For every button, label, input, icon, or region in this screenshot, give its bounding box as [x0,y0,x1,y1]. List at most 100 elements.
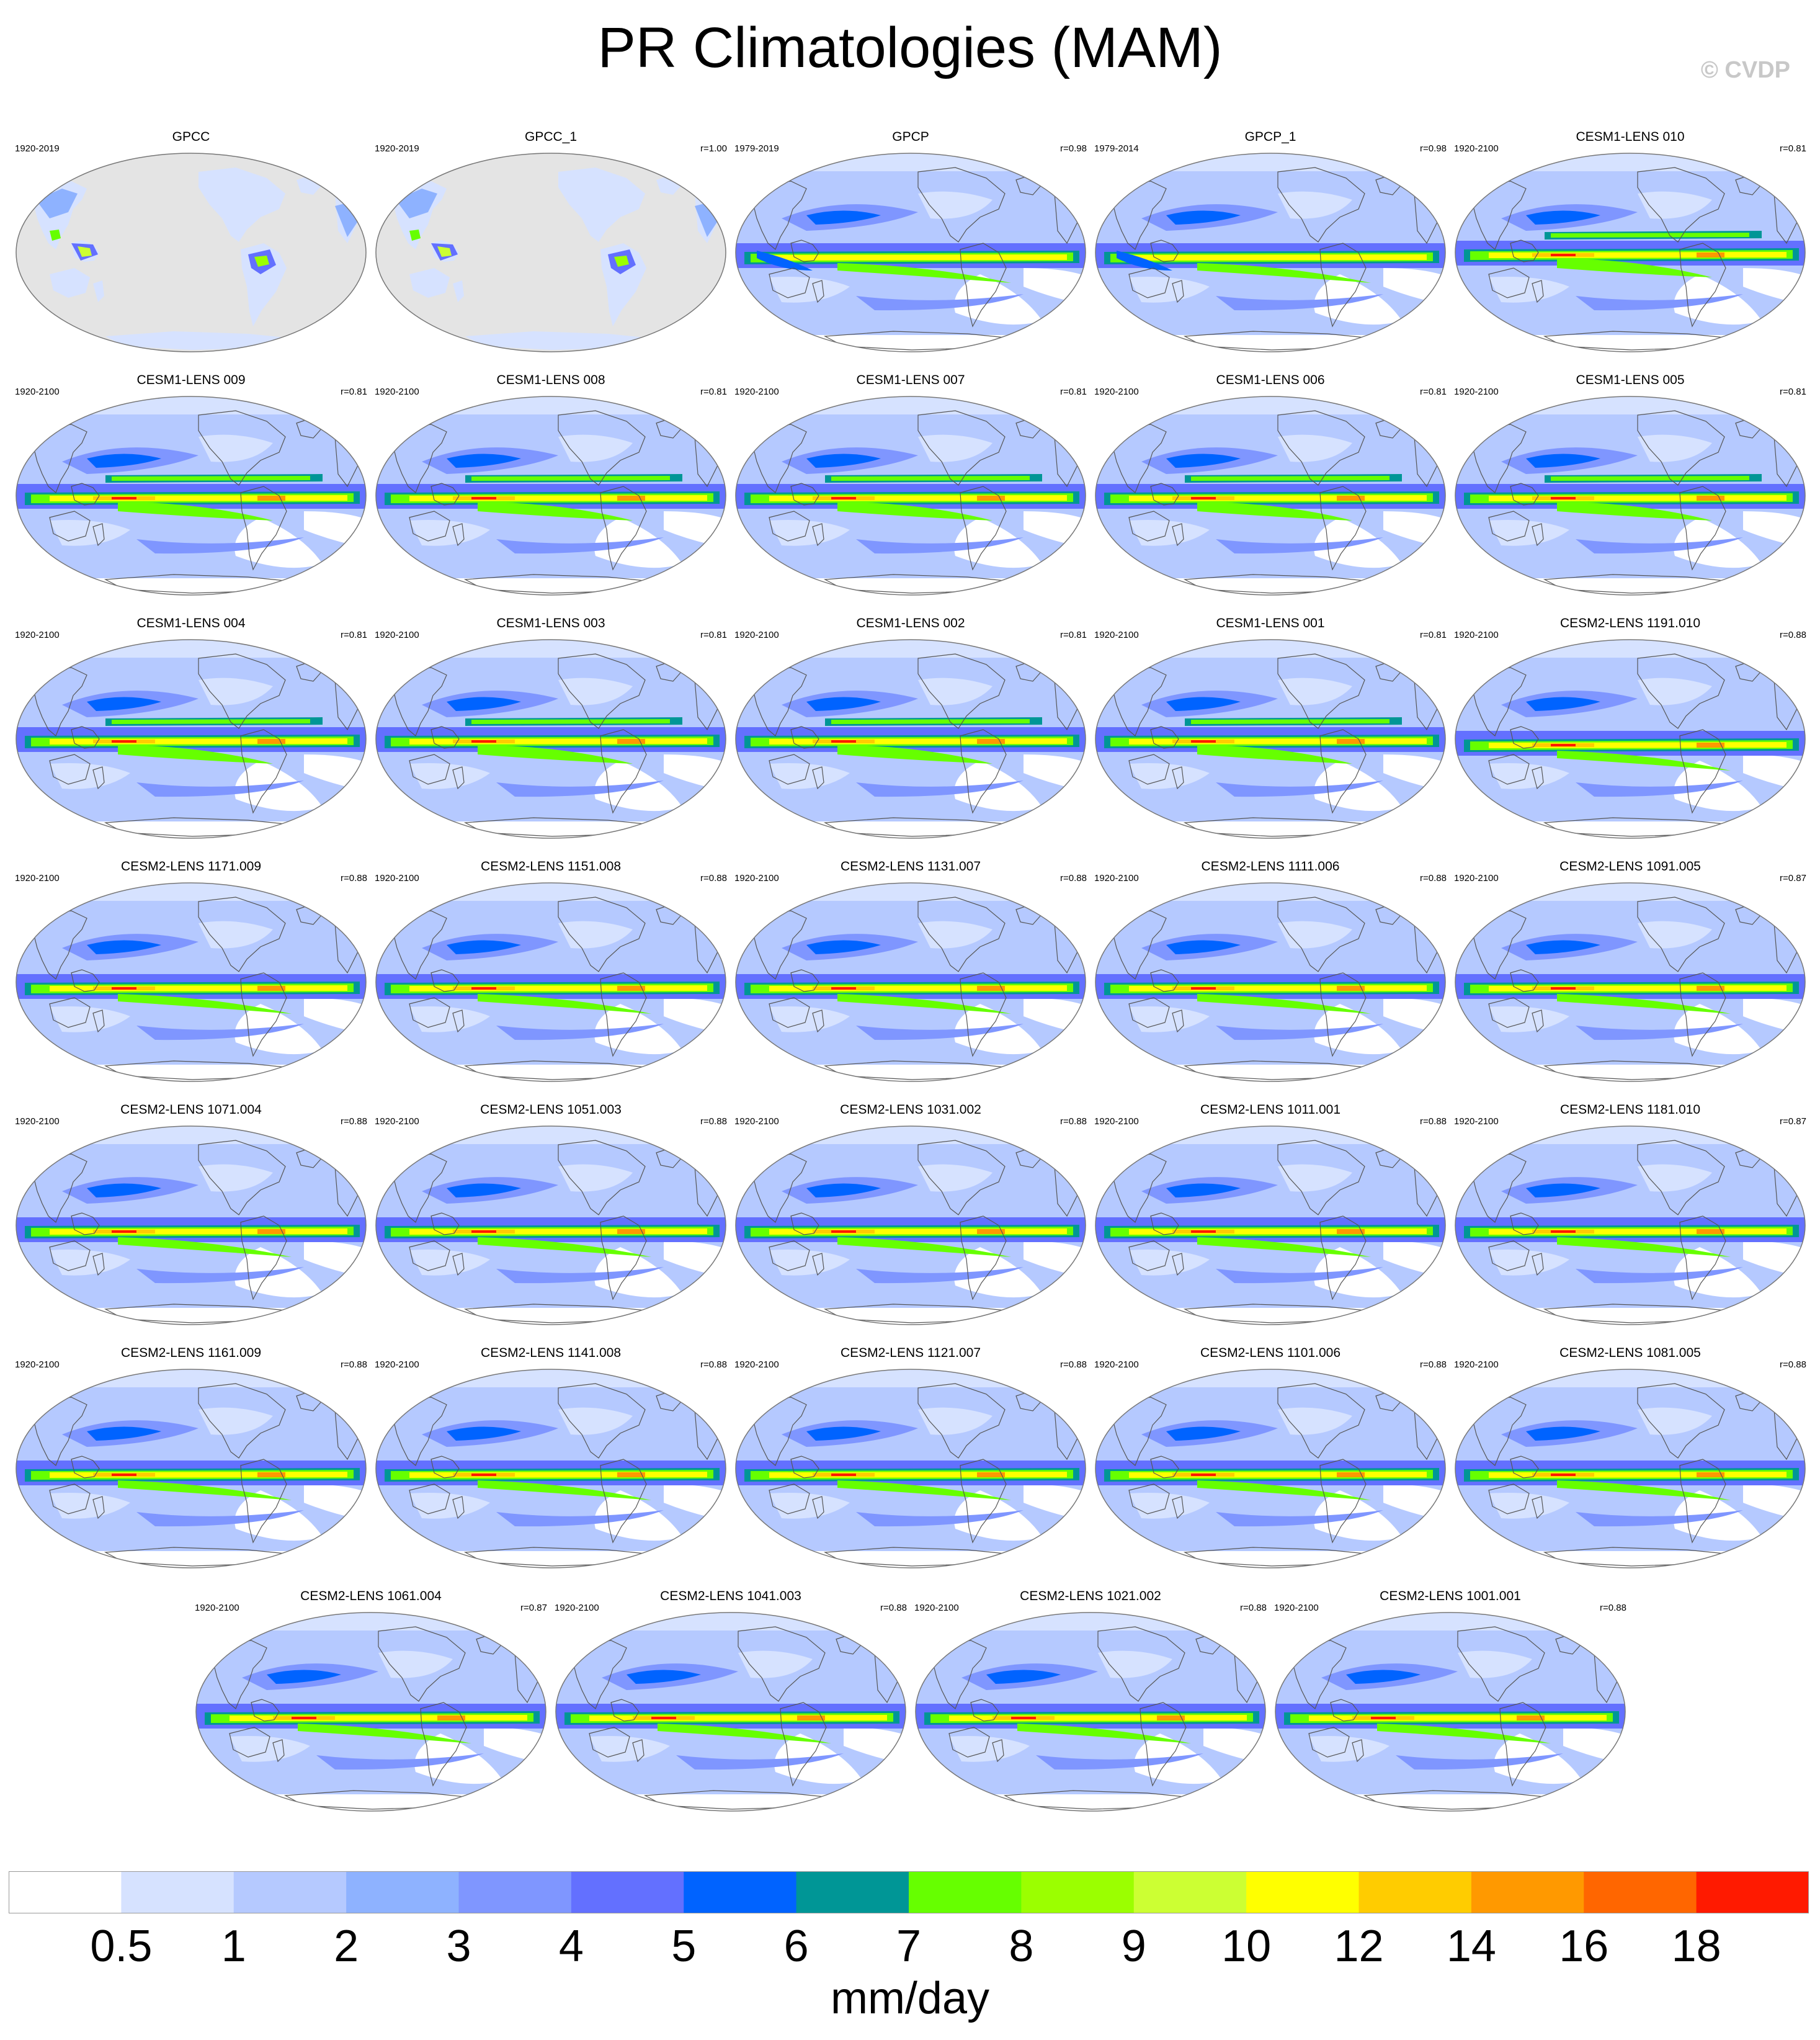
map-panel: CESM1-LENS 005 1920-2100 r=0.81 [1452,372,1809,613]
panel-correlation: r=0.88 [1780,630,1806,640]
panel-title: GPCC [172,130,210,144]
map-panel: CESM2-LENS 1061.004 1920-2100 r=0.87 [192,1588,550,1829]
panel-years: 1920-2100 [734,1116,779,1127]
panel-title: CESM1-LENS 003 [496,616,605,630]
colorbar-tick-label: 1 [221,1921,246,1971]
colorbar-tick-label: 14 [1446,1921,1496,1971]
colorbar-tick-label: 2 [334,1921,359,1971]
map-panel: CESM1-LENS 004 1920-2100 r=0.81 [12,615,370,856]
map-panel-grid: GPCC 1920-2019 GPCC_1 1920-2019 r=1.00 GPCP 19… [12,129,1809,1829]
map-panel: CESM1-LENS 002 1920-2100 r=0.81 [732,615,1089,856]
colorbar-tick-label: 3 [446,1921,471,1971]
panel-years: 1920-2100 [1094,1359,1139,1370]
map-panel: CESM2-LENS 1121.007 1920-2100 r=0.88 [732,1345,1089,1586]
panel-correlation: r=0.81 [1060,387,1087,397]
precip-map [555,1612,906,1812]
panel-years: 1979-2014 [1094,143,1139,154]
panel-title: CESM2-LENS 1101.006 [1200,1346,1341,1360]
panel-title: CESM1-LENS 007 [856,373,965,387]
panel-title: CESM1-LENS 001 [1216,616,1325,630]
map-panel: CESM2-LENS 1041.003 1920-2100 r=0.88 [552,1588,909,1829]
panel-years: 1920-2100 [15,1116,60,1127]
precip-map [375,882,726,1082]
map-panel: CESM2-LENS 1111.006 1920-2100 r=0.88 [1092,859,1449,1099]
panel-years: 1920-2019 [375,143,419,154]
panel-correlation: r=0.81 [700,387,727,397]
panel-correlation: r=0.88 [1240,1603,1267,1613]
panel-correlation: r=0.88 [880,1603,907,1613]
panel-title: CESM2-LENS 1001.001 [1380,1589,1521,1603]
map-panel: CESM1-LENS 007 1920-2100 r=0.81 [732,372,1089,613]
panel-title: CESM2-LENS 1161.009 [120,1346,262,1360]
colorbar-segment [1358,1871,1472,1913]
precip-map [735,639,1086,839]
panel-correlation: r=0.88 [341,1116,367,1127]
colorbar-tick-label: 12 [1334,1921,1384,1971]
panel-correlation: r=0.81 [1780,387,1806,397]
panel-years: 1920-2100 [914,1603,959,1613]
precip-map [915,1612,1266,1812]
colorbar-segment [1021,1871,1135,1913]
colorbar-segment [9,1871,122,1913]
panel-years: 1920-2100 [375,387,419,397]
colorbar-tick-label: 6 [783,1921,809,1971]
precip-map [375,396,726,596]
panel-years: 1920-2100 [1274,1603,1319,1613]
colorbar-segment [1584,1871,1697,1913]
precip-map [16,153,367,352]
panel-correlation: r=0.81 [341,630,367,640]
map-panel: CESM2-LENS 1001.001 1920-2100 r=0.88 [1272,1588,1629,1829]
precip-map [375,1125,726,1325]
map-panel: CESM1-LENS 006 1920-2100 r=0.81 [1092,372,1449,613]
map-panel: CESM2-LENS 1081.005 1920-2100 r=0.88 [1452,1345,1809,1586]
panel-correlation: r=0.88 [1060,873,1087,884]
panel-title: CESM1-LENS 010 [1576,130,1685,144]
panel-years: 1920-2100 [555,1603,599,1613]
colorbar-segment [1696,1871,1809,1913]
panel-years: 1920-2100 [375,1116,419,1127]
panel-correlation: r=0.88 [341,1359,367,1370]
panel-years: 1920-2100 [734,630,779,640]
panel-correlation: r=0.87 [1780,873,1806,884]
panel-correlation: r=0.88 [1060,1116,1087,1127]
panel-years: 1920-2100 [1454,630,1499,640]
panel-years: 1920-2100 [1094,873,1139,884]
panel-correlation: r=0.81 [1780,143,1806,154]
colorbar-tick-label: 7 [896,1921,922,1971]
precip-map [735,396,1086,596]
panel-years: 1920-2100 [1454,873,1499,884]
panel-title: GPCP_1 [1244,130,1296,144]
panel-title: CESM2-LENS 1171.009 [120,859,262,874]
panel-correlation: r=0.88 [1420,1116,1447,1127]
precip-map [375,153,726,352]
map-panel: CESM2-LENS 1151.008 1920-2100 r=0.88 [372,859,729,1099]
colorbar-labels: 0.5 1 2 3 4 5 6 7 8 9 10 12 14 16 18 [0,1918,1820,1974]
panel-correlation: r=0.88 [341,873,367,884]
panel-correlation: r=0.98 [1420,143,1447,154]
panel-title: CESM2-LENS 1151.008 [480,859,622,874]
precip-map [1455,396,1806,596]
precip-map [16,882,367,1082]
map-panel: CESM2-LENS 1161.009 1920-2100 r=0.88 [12,1345,370,1586]
panel-correlation: r=0.88 [1420,1359,1447,1370]
panel-years: 1920-2100 [195,1603,239,1613]
map-panel: CESM2-LENS 1181.010 1920-2100 r=0.87 [1452,1102,1809,1343]
precip-map [1455,1125,1806,1325]
panel-correlation: r=0.87 [1780,1116,1806,1127]
panel-title: GPCP [892,130,929,144]
precip-map [1455,153,1806,352]
panel-correlation: r=0.81 [1420,630,1447,640]
panel-years: 1920-2100 [1094,630,1139,640]
map-panel: CESM2-LENS 1031.002 1920-2100 r=0.88 [732,1102,1089,1343]
panel-title: CESM2-LENS 1021.002 [1020,1589,1161,1603]
panel-title: CESM2-LENS 1051.003 [480,1103,622,1117]
precip-map [1095,1125,1446,1325]
panel-title: CESM2-LENS 1011.001 [1200,1103,1341,1117]
precip-map [1275,1612,1626,1812]
colorbar-segment [1133,1871,1247,1913]
panel-years: 1920-2100 [734,873,779,884]
panel-title: CESM2-LENS 1031.002 [840,1103,981,1117]
map-panel: CESM1-LENS 010 1920-2100 r=0.81 [1452,129,1809,370]
panel-years: 1920-2100 [1454,143,1499,154]
precip-map [16,1369,367,1568]
